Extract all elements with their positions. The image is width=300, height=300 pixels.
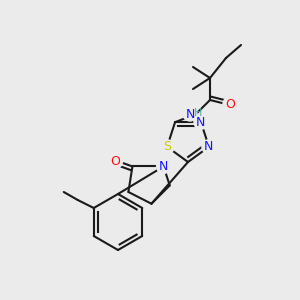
Text: N: N: [159, 160, 168, 173]
Circle shape: [160, 140, 174, 154]
Text: H: H: [194, 108, 202, 118]
Circle shape: [223, 97, 237, 111]
Circle shape: [183, 107, 197, 121]
Circle shape: [202, 140, 216, 154]
Text: S: S: [163, 140, 171, 153]
Text: O: O: [110, 155, 120, 168]
Text: N: N: [185, 107, 195, 121]
Circle shape: [157, 159, 171, 173]
Circle shape: [194, 115, 208, 129]
Text: O: O: [225, 98, 235, 110]
Text: N: N: [196, 116, 206, 129]
Text: N: N: [204, 140, 214, 153]
Circle shape: [108, 154, 122, 168]
